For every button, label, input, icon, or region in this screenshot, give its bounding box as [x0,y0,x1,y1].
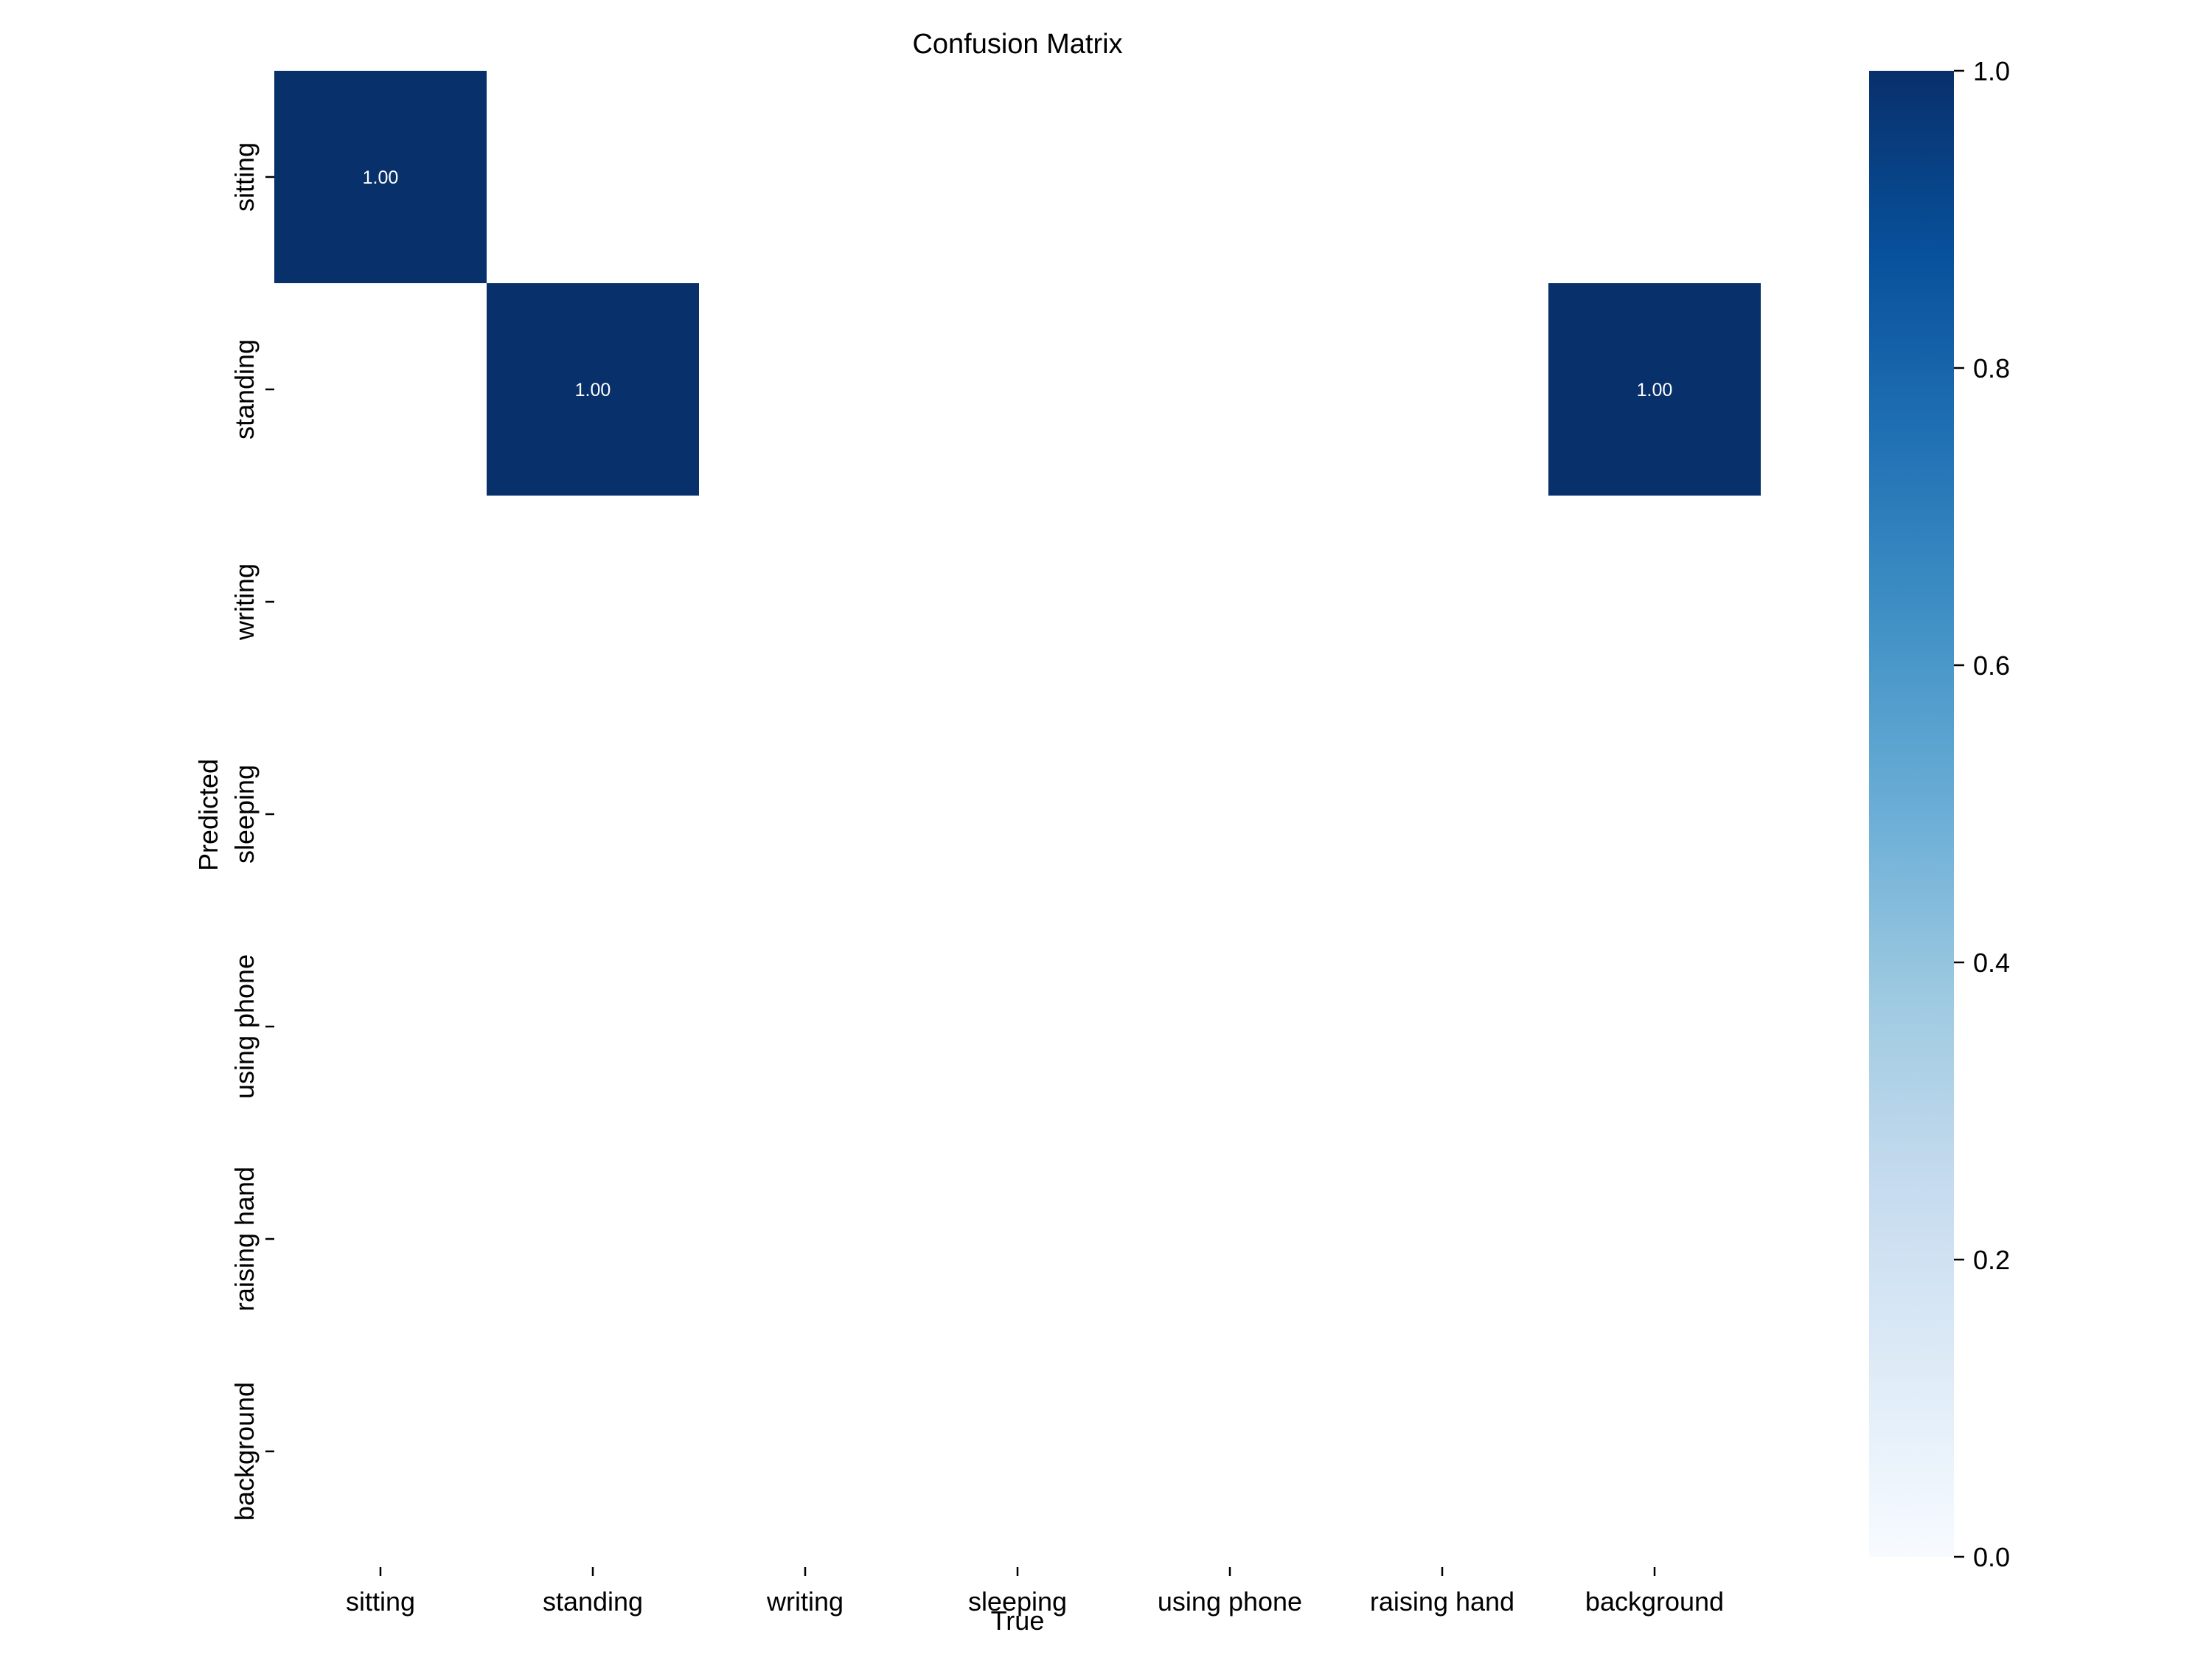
colorbar-tick-label: 0.4 [1973,948,2010,978]
cell-standing-background [1548,283,1761,496]
cell-standing-standing [487,283,699,496]
colorbar-tick-label: 0.2 [1973,1245,2010,1275]
x-axis: sitting standing writing sleeping using phon… [346,1567,1724,1617]
colorbar-gradient [1869,71,1954,1557]
cell-value-label: 1.00 [1637,380,1673,400]
x-tick-label-standing: standing [543,1586,643,1617]
x-tick-label-using-phone: using phone [1158,1586,1302,1617]
x-tick-label-sleeping: sleeping [968,1586,1067,1617]
y-tick-label-background: background [229,1382,260,1521]
y-tick-label-raising-hand: raising hand [229,1167,260,1311]
x-axis-label: True [991,1605,1045,1636]
y-tick-label-writing: writing [229,563,260,641]
y-tick-label-sleeping: sleeping [229,765,260,864]
x-tick-label-raising-hand: raising hand [1370,1586,1514,1617]
y-axis: sitting standing writing sleeping using phon… [229,142,274,1521]
cell-sitting-sitting [274,71,487,283]
heatmap-cells: 1.00 1.00 1.00 [274,71,1761,496]
y-tick-label-using-phone: using phone [229,954,260,1099]
colorbar: 0.0 0.2 0.4 0.6 0.8 1.0 [1869,56,2010,1572]
colorbar-tick-label: 0.8 [1973,353,2010,383]
colorbar-tick-label: 0.6 [1973,650,2010,681]
chart-title: Confusion Matrix [912,29,1122,60]
cell-value-label: 1.00 [363,167,399,188]
y-tick-label-standing: standing [229,339,260,440]
y-tick-label-sitting: sitting [229,142,260,212]
y-axis-label: Predicted [193,759,223,871]
x-tick-label-background: background [1585,1586,1724,1617]
colorbar-tick-label: 1.0 [1973,56,2010,86]
x-tick-label-sitting: sitting [346,1586,415,1617]
cell-value-label: 1.00 [575,380,611,400]
x-tick-label-writing: writing [766,1586,844,1617]
colorbar-tick-label: 0.0 [1973,1542,2010,1572]
